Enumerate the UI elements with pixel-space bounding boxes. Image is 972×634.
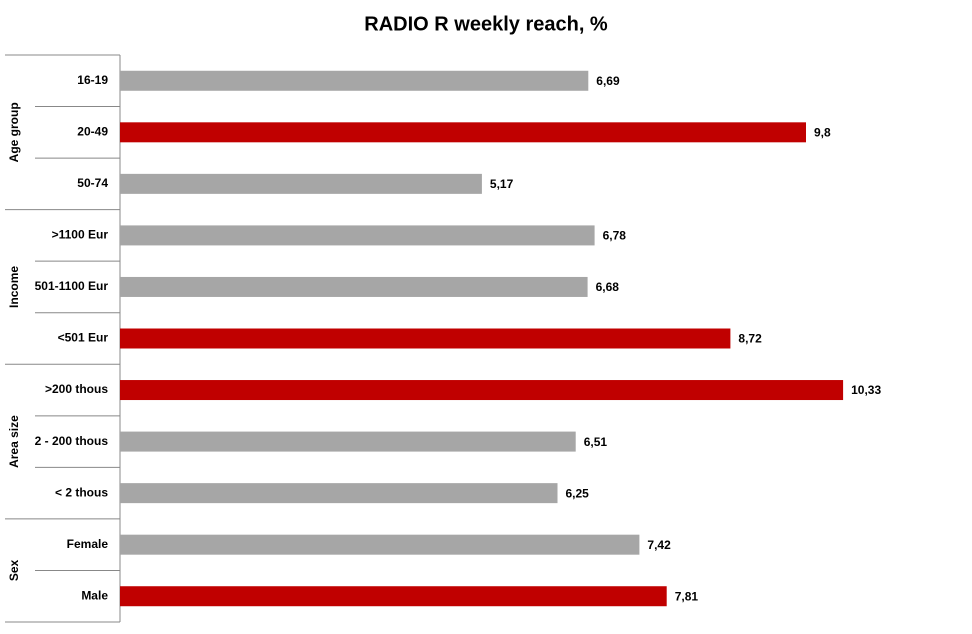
y-tick-label: 501-1100 Eur <box>35 279 109 293</box>
value-label: 7,81 <box>675 589 699 603</box>
bar <box>120 380 844 401</box>
y-tick-label: <501 Eur <box>58 331 109 345</box>
value-label: 10,33 <box>851 383 881 397</box>
y-tick-label: >1100 Eur <box>52 228 109 242</box>
y-tick-label: 50-74 <box>77 176 108 190</box>
bar <box>120 483 558 504</box>
y-tick-label: 2 - 200 thous <box>35 434 109 448</box>
group-label: Income <box>7 266 21 308</box>
bar <box>120 70 589 91</box>
value-label: 7,42 <box>647 538 671 552</box>
chart-title: RADIO R weekly reach, % <box>364 13 608 35</box>
y-tick-label: Female <box>67 537 109 551</box>
value-label: 6,25 <box>566 486 590 500</box>
bar <box>120 534 640 555</box>
bar <box>120 586 667 607</box>
y-tick-label: >200 thous <box>45 382 108 396</box>
group-label: Sex <box>7 559 21 581</box>
value-label: 6,69 <box>596 74 620 88</box>
bar <box>120 431 576 452</box>
bar <box>120 173 482 194</box>
y-tick-label: Male <box>81 588 108 602</box>
bar <box>120 276 588 297</box>
y-tick-label: 16-19 <box>77 73 108 87</box>
bar <box>120 225 595 246</box>
y-tick-label: < 2 thous <box>55 485 108 499</box>
value-label: 6,68 <box>596 280 620 294</box>
value-label: 6,51 <box>584 435 608 449</box>
group-label: Age group <box>7 102 21 162</box>
bar <box>120 328 731 349</box>
value-label: 9,8 <box>814 125 831 139</box>
group-label: Area size <box>7 415 21 468</box>
y-tick-label: 20-49 <box>77 124 108 138</box>
value-label: 6,78 <box>603 229 627 243</box>
value-label: 5,17 <box>490 177 514 191</box>
bar <box>120 122 806 143</box>
value-label: 8,72 <box>738 332 762 346</box>
